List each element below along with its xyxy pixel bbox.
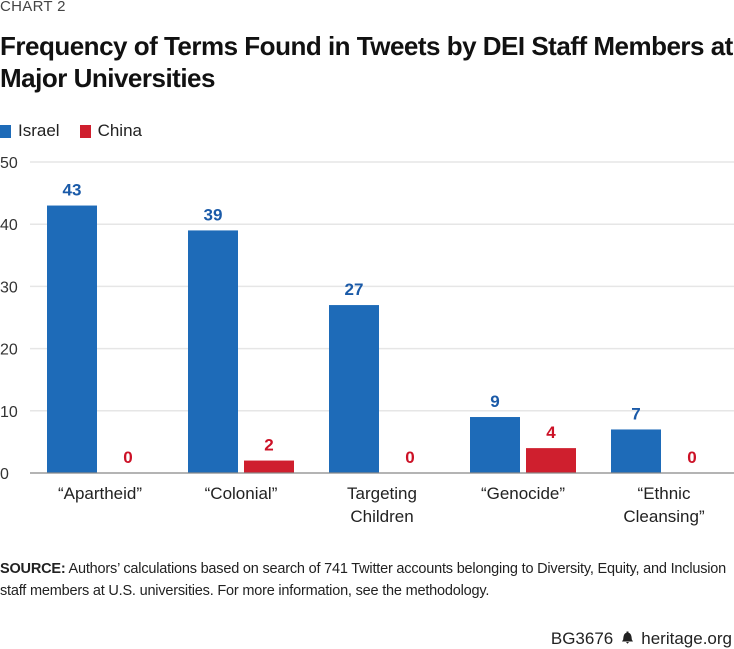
bar-chart: 01020304050430“Apartheid”392“Colonial”27… [0,155,734,526]
legend: Israel China [0,121,162,141]
data-label-israel: 7 [631,404,640,423]
source-text: Authors’ calculations based on search of… [0,561,727,599]
legend-label-israel: Israel [18,121,60,140]
bar-china [526,448,576,473]
footer: BG3676 heritage.org [551,629,732,649]
legend-item-china: China [79,121,142,141]
data-label-china: 4 [546,423,556,442]
data-label-israel: 27 [345,280,364,299]
bar-israel [611,429,661,473]
data-label-china: 0 [123,448,132,467]
liberty-bell-icon [621,629,634,649]
bar-israel [188,230,238,473]
data-label-china: 0 [687,448,696,467]
data-label-israel: 39 [204,205,223,224]
y-tick-label: 40 [0,217,18,234]
x-tick-label: Children [350,507,413,526]
y-tick-label: 30 [0,279,18,296]
x-tick-label: “Colonial” [205,484,278,503]
data-label-israel: 43 [63,181,82,200]
bar-china [244,460,294,473]
bar-israel [329,305,379,473]
chart-title: Frequency of Terms Found in Tweets by DE… [0,31,733,93]
chart-kicker: CHART 2 [0,0,66,15]
x-tick-label: “Apartheid” [58,484,142,503]
bar-israel [47,205,97,473]
y-tick-label: 0 [0,466,9,483]
data-label-china: 0 [405,448,414,467]
y-tick-label: 10 [0,404,18,421]
data-label-china: 2 [264,436,273,455]
source-note: SOURCE: Authors’ calculations based on s… [0,558,734,602]
legend-item-israel: Israel [0,121,60,141]
y-tick-label: 20 [0,342,18,359]
x-tick-label: Cleansing” [623,507,705,526]
x-tick-label: “Ethnic [638,484,691,503]
legend-swatch-israel [0,124,11,138]
report-code: BG3676 [550,629,614,648]
legend-swatch-china [79,124,91,138]
site-link[interactable]: heritage.org [641,629,732,648]
source-label: SOURCE: [0,561,66,577]
bar-israel [470,417,520,473]
y-tick-label: 50 [0,155,18,172]
x-tick-label: “Genocide” [481,484,565,503]
data-label-israel: 9 [490,392,499,411]
legend-label-china: China [97,121,142,140]
x-tick-label: Targeting [347,484,417,503]
